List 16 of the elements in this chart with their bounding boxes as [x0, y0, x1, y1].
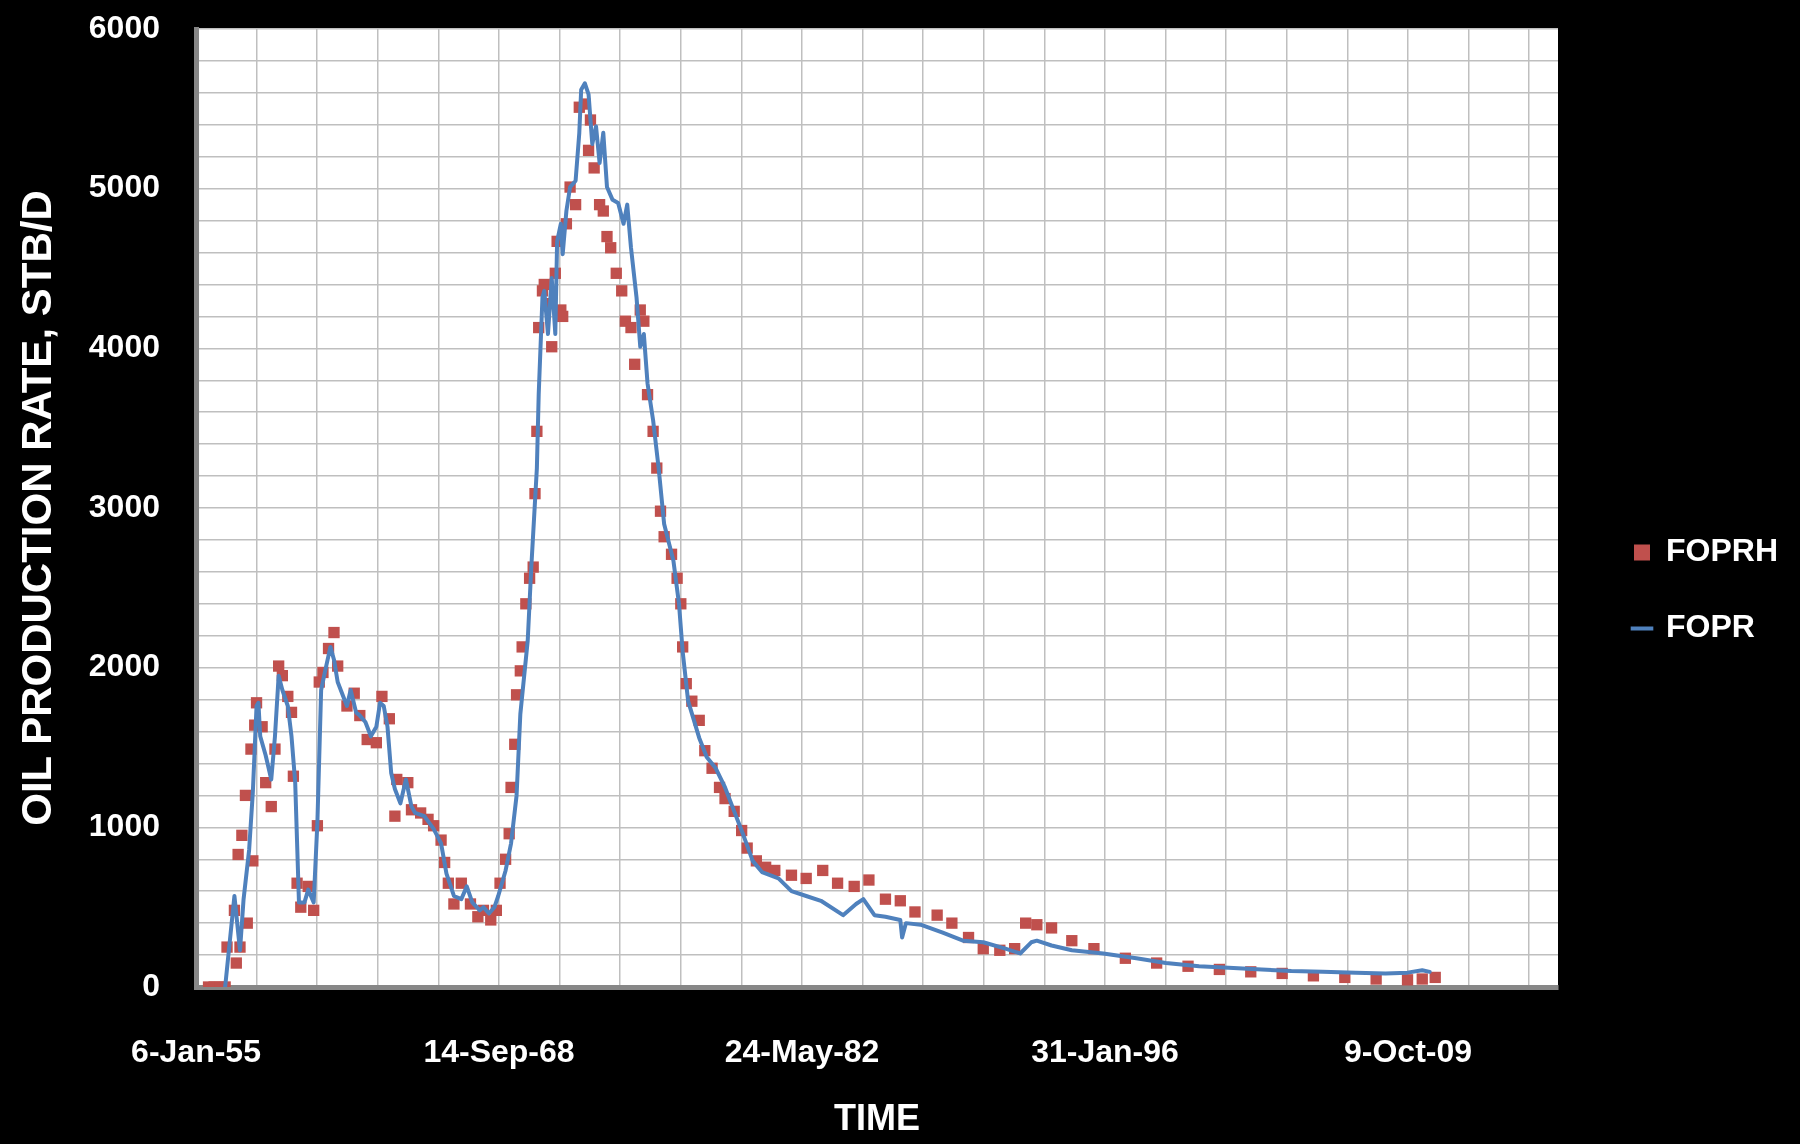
x-tick-label: 9-Oct-09: [1343, 1033, 1473, 1070]
y-tick-label: 3000: [88, 487, 160, 524]
y-tick-label: 2000: [88, 647, 160, 684]
x-tick-label: 6-Jan-55: [131, 1033, 261, 1070]
y-tick-label: 6000: [88, 8, 160, 45]
x-tick-label: 31-Jan-96: [1031, 1033, 1179, 1070]
x-axis-title: TIME: [834, 1097, 920, 1139]
y-axis-title: OIL PRODUCTION RATE, STB/D: [12, 190, 60, 826]
y-tick-label: 0: [142, 966, 160, 1003]
y-tick-label: 4000: [88, 328, 160, 365]
y-tick-label: 5000: [88, 168, 160, 205]
x-tick-label: 24-May-82: [724, 1033, 880, 1070]
legend-label: FOPRH: [1666, 532, 1778, 569]
x-tick-label: 14-Sep-68: [423, 1033, 575, 1070]
y-tick-label: 1000: [88, 807, 160, 844]
legend-label: FOPR: [1666, 608, 1755, 645]
